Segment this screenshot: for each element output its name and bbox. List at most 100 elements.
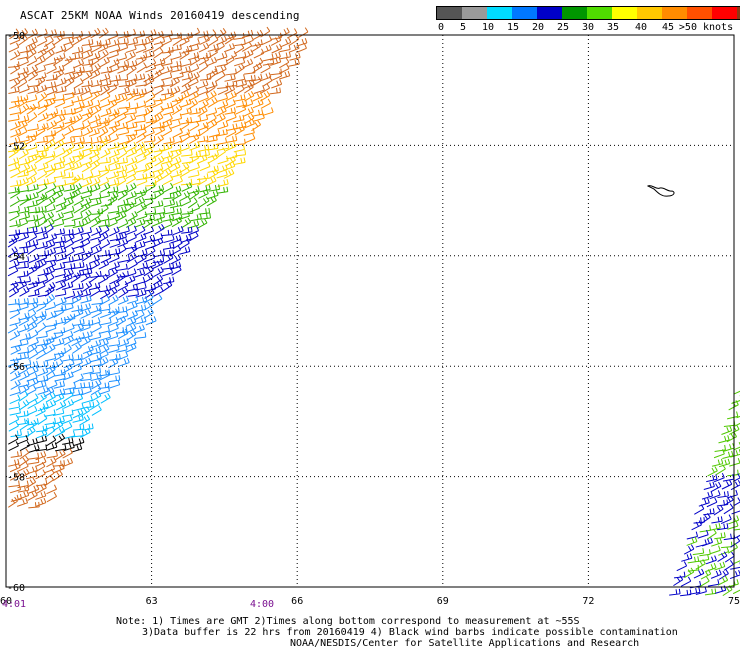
wind-barb <box>35 440 47 444</box>
wind-barb <box>98 171 109 178</box>
wind-barb-feather <box>194 98 198 104</box>
wind-barb <box>71 346 82 354</box>
wind-barb-feather <box>144 88 147 94</box>
wind-barb-feather <box>689 553 693 559</box>
wind-barb-feather <box>199 151 201 157</box>
wind-barb-feather <box>61 433 66 439</box>
wind-barb-feather <box>177 162 181 168</box>
wind-barb-feather <box>34 142 38 148</box>
wind-barb <box>223 47 235 53</box>
wind-barb <box>63 188 75 192</box>
wind-barb-feather <box>278 51 281 57</box>
wind-barb <box>143 276 154 284</box>
wind-barb <box>37 127 49 132</box>
wind-barb-feather <box>133 232 137 238</box>
wind-barb-feather <box>214 184 217 191</box>
wind-barb-feather <box>53 310 57 316</box>
wind-barb <box>271 83 282 89</box>
wind-barb-feather <box>161 224 165 229</box>
wind-barb <box>117 189 129 194</box>
wind-barb-feather <box>58 65 62 71</box>
wind-barb-feather <box>133 169 137 174</box>
wind-barb-feather <box>36 297 39 303</box>
wind-barb-feather <box>15 220 18 226</box>
wind-barb-feather <box>25 103 30 109</box>
wind-barb-feather <box>229 162 233 168</box>
wind-barb-feather <box>77 305 80 311</box>
wind-barb <box>118 91 130 96</box>
wind-barb-feather <box>80 202 84 208</box>
wind-barb-feather <box>83 416 88 422</box>
wind-barb-feather <box>115 248 118 254</box>
wind-barb-feather <box>30 44 34 50</box>
wind-barb <box>9 256 20 263</box>
wind-barb <box>8 104 20 110</box>
wind-barb-feather <box>105 250 107 256</box>
wind-barb-feather <box>20 281 25 287</box>
wind-barb-feather <box>179 169 182 175</box>
wind-barb-feather <box>34 301 39 307</box>
wind-barb <box>188 235 199 242</box>
wind-barb-feather <box>53 204 56 210</box>
wind-barb <box>26 442 38 447</box>
wind-barb-feather <box>704 586 707 592</box>
wind-barb-feather <box>45 367 49 373</box>
wind-barb-feather <box>35 239 39 245</box>
wind-barb-feather <box>141 39 144 45</box>
wind-barb <box>125 202 137 206</box>
wind-barb <box>134 273 145 278</box>
wind-barb <box>17 174 29 178</box>
wind-barb <box>54 72 64 80</box>
wind-barb-feather <box>31 466 35 472</box>
wind-barb-feather <box>206 74 209 80</box>
wind-barb-feather <box>62 408 65 414</box>
wind-barb-feather <box>67 78 72 84</box>
wind-barb <box>187 201 198 209</box>
wind-barb-feather <box>130 192 134 198</box>
wind-barb-feather <box>62 388 66 394</box>
wind-barb <box>26 60 38 67</box>
wind-barb-feather <box>142 218 146 224</box>
wind-barb <box>197 110 208 117</box>
wind-barb-feather <box>156 276 161 282</box>
wind-barb-feather <box>24 120 28 126</box>
wind-barb <box>46 446 58 451</box>
wind-barb-feather <box>211 98 215 104</box>
wind-barb-feather <box>105 259 110 265</box>
wind-barb-feather <box>77 154 81 160</box>
wind-barb-feather <box>195 77 199 83</box>
wind-barb <box>91 109 102 116</box>
wind-barb-feather <box>23 271 26 277</box>
wind-barb-feather <box>124 142 128 148</box>
wind-barb <box>71 57 83 60</box>
wind-barb <box>34 215 46 223</box>
wind-barb-feather <box>50 121 55 127</box>
wind-barb-feather <box>728 479 733 485</box>
wind-barb <box>91 221 102 228</box>
wind-barb <box>718 551 729 556</box>
wind-barb-feather <box>50 401 54 407</box>
wind-barb <box>54 273 66 278</box>
wind-barb-feather <box>687 569 692 575</box>
wind-barb <box>691 524 702 531</box>
wind-barb-feather <box>203 144 207 151</box>
wind-barb-feather <box>75 295 79 301</box>
wind-barb <box>8 406 20 410</box>
wind-barb <box>125 321 137 327</box>
wind-barb <box>45 327 57 333</box>
wind-barb <box>243 86 254 94</box>
wind-barb-feather <box>132 38 135 44</box>
wind-barb-feather <box>161 200 164 206</box>
wind-barb <box>189 124 200 132</box>
wind-barb-feather <box>109 157 111 163</box>
wind-barb-feather <box>63 262 66 268</box>
wind-barb-feather <box>97 63 101 69</box>
wind-barb <box>125 178 136 185</box>
wind-barb <box>683 548 695 555</box>
wind-barb <box>116 126 128 131</box>
wind-barb-feather <box>81 414 84 420</box>
wind-barb <box>703 485 715 490</box>
wind-barb <box>19 452 30 460</box>
wind-barb-feather <box>122 296 126 302</box>
wind-barb <box>142 221 153 229</box>
